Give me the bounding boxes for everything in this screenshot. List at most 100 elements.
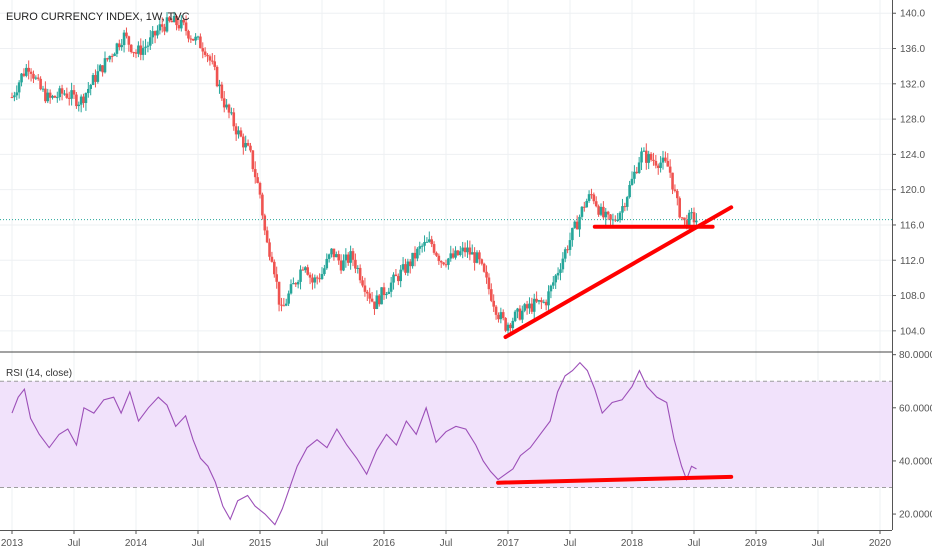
x-tick-label: 2020 — [869, 538, 892, 549]
y-tick-label: 136.0 — [900, 44, 925, 55]
candle-body — [158, 24, 162, 31]
candle-body — [218, 84, 221, 87]
candle-body — [597, 206, 600, 215]
candle-body — [258, 182, 262, 195]
candle-body — [96, 71, 100, 82]
candle-body — [280, 304, 283, 306]
candle-body — [408, 261, 412, 267]
candle-body — [404, 264, 407, 273]
candle-body — [563, 249, 567, 259]
candle-body — [225, 104, 228, 108]
candle-body — [435, 252, 438, 256]
candle-body — [91, 75, 95, 85]
candle-body — [244, 142, 247, 148]
candle-body — [156, 30, 159, 36]
y-tick-label: 112.0 — [900, 256, 925, 267]
candle-body — [668, 166, 672, 173]
candle-body — [561, 258, 565, 270]
candle-body — [647, 153, 650, 163]
candle-body — [509, 324, 512, 329]
trend-line-drawing[interactable] — [503, 205, 734, 340]
candle-body — [380, 287, 383, 305]
candle-body — [385, 293, 388, 295]
candle-body — [621, 206, 624, 213]
price-scale[interactable]: 104.0 108.0 112.0 116.0 120.0 124.0 128.0 132.0… — [892, 9, 925, 338]
candle-body — [475, 252, 479, 263]
candle-body — [234, 126, 238, 135]
candle-body — [635, 171, 639, 173]
candle-body — [301, 269, 305, 271]
candle-body — [153, 31, 157, 36]
candle-body — [22, 73, 26, 76]
candle-body — [637, 162, 641, 173]
candle-body — [494, 306, 498, 315]
x-tick-label: Jul — [440, 538, 453, 549]
candle-body — [134, 52, 138, 54]
candle-body — [580, 206, 584, 217]
candle-body — [652, 159, 655, 161]
candle-body — [256, 177, 259, 183]
candle-body — [306, 267, 309, 275]
candle-body — [318, 278, 321, 280]
candle-body — [82, 96, 85, 104]
candle-body — [411, 252, 414, 267]
rsi-scale[interactable]: 20.0000 40.0000 60.0000 80.0000 — [892, 350, 932, 521]
candle-body — [676, 190, 679, 199]
candle-body — [53, 95, 57, 98]
candle-body — [222, 98, 226, 108]
candle-body — [160, 24, 164, 27]
y-tick-label: 124.0 — [900, 150, 925, 161]
candle-body — [144, 46, 147, 48]
candle-body — [132, 52, 135, 54]
candle-body — [304, 267, 307, 271]
x-tick-label: Jul — [192, 538, 205, 549]
candle-body — [535, 298, 538, 302]
candle-body — [418, 246, 422, 249]
candle-body — [284, 303, 288, 306]
rsi-line — [11, 361, 697, 526]
candle-body — [10, 97, 14, 99]
candle-body — [609, 214, 612, 220]
rsi-title: RSI (14, close) — [6, 368, 72, 379]
candle-body — [187, 31, 190, 39]
candle-body — [349, 251, 352, 263]
candle-body — [618, 212, 622, 220]
candle-body — [194, 36, 197, 41]
x-tick-label: 2017 — [497, 538, 520, 549]
candle-body — [587, 194, 591, 201]
candle-body — [65, 93, 69, 98]
candle-body — [51, 95, 54, 98]
candle-body — [387, 291, 391, 294]
candle-body — [451, 253, 455, 258]
candle-body — [292, 283, 295, 285]
x-tick-label: 2019 — [745, 538, 768, 549]
candle-body — [36, 77, 40, 79]
candle-body — [511, 320, 515, 329]
candle-body — [77, 104, 81, 107]
candle-body — [41, 88, 45, 90]
candle-body — [242, 136, 245, 148]
candle-body — [480, 259, 484, 264]
candle-body — [265, 230, 269, 243]
x-tick-label: Jul — [316, 538, 329, 549]
candle-body — [294, 283, 298, 285]
time-scale[interactable]: 2013 Jul 2014 Jul 2015 Jul 2016 Jul 2017 Jul 2018 J… — [1, 530, 892, 549]
candle-body — [428, 239, 431, 242]
rsi-band — [0, 381, 892, 488]
candle-body — [168, 17, 171, 21]
rsi-support-line-drawing[interactable] — [496, 474, 734, 485]
candle-body — [70, 90, 73, 99]
candle-body — [60, 88, 64, 94]
candle-body — [177, 25, 181, 29]
x-tick-label: 2018 — [621, 538, 644, 549]
candle-body — [13, 95, 16, 98]
candle-body — [220, 84, 224, 99]
candle-body — [499, 312, 503, 320]
candle-body — [645, 150, 648, 163]
candle-body — [444, 264, 448, 266]
candle-body — [695, 220, 698, 223]
candle-body — [568, 240, 572, 250]
candle-body — [151, 31, 154, 38]
candle-body — [542, 301, 546, 303]
